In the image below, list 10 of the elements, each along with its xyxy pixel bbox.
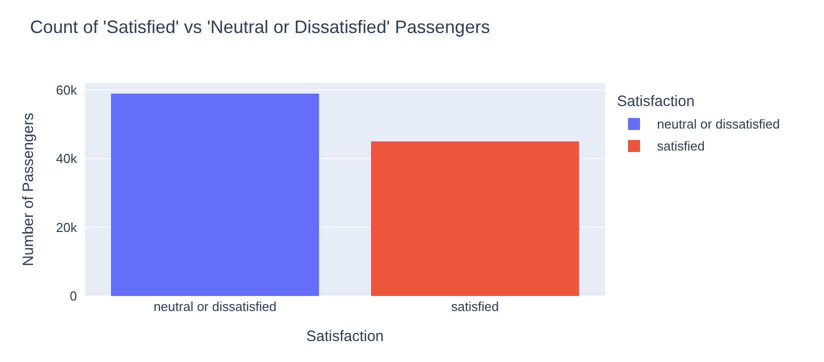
y-tick-label: 20k: [56, 220, 78, 235]
chart-title: Count of 'Satisfied' vs 'Neutral or Dissatisfied' Passengers: [30, 17, 490, 37]
legend-title: Satisfaction: [617, 93, 695, 110]
x-axis-title: Satisfaction: [306, 328, 384, 345]
legend-label: satisfied: [657, 138, 705, 154]
y-tick-label: 40k: [56, 151, 78, 166]
y-tick-label: 0: [70, 288, 77, 304]
y-tick-label: 60k: [56, 82, 78, 98]
legend-label: neutral or dissatisfied: [657, 116, 780, 132]
y-axis-title: Number of Passengers: [20, 112, 37, 266]
